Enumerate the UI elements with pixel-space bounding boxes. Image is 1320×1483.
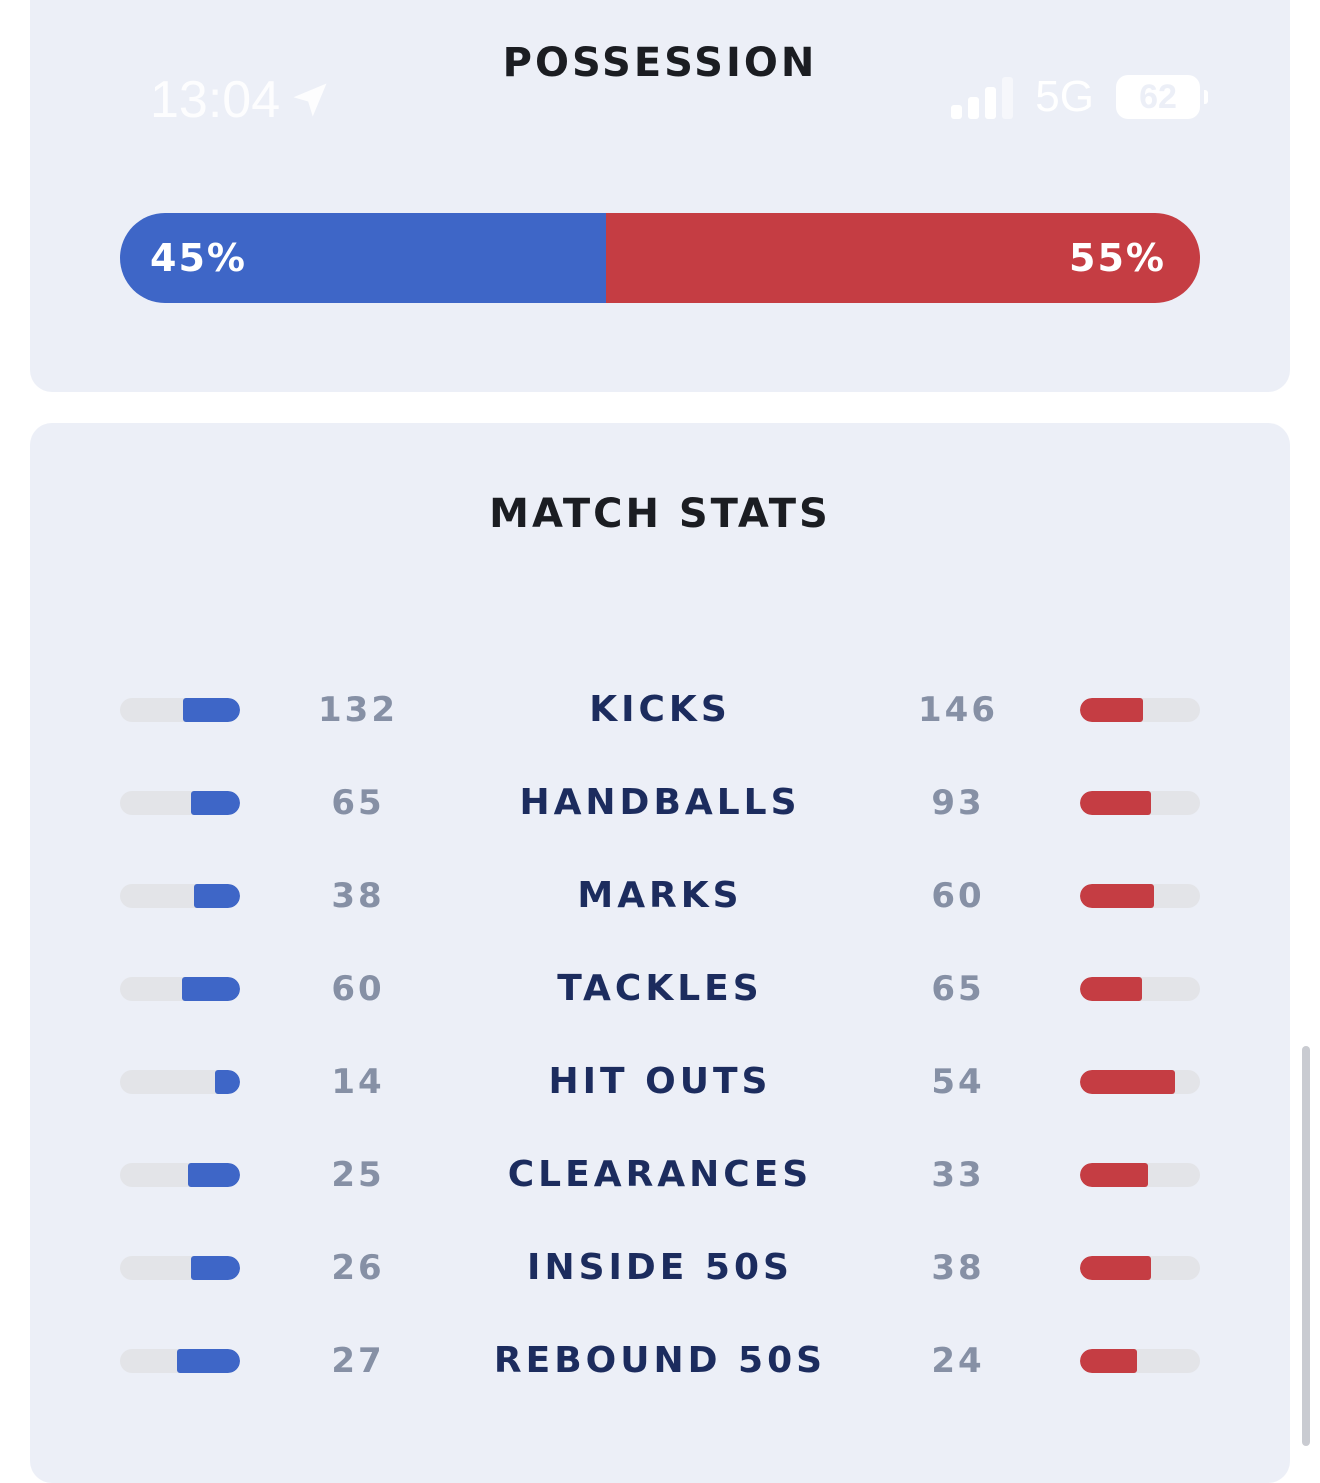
scrollbar[interactable] [1302, 1046, 1310, 1446]
stat-home-bar [120, 977, 240, 1001]
cellular-signal-icon [951, 75, 1014, 119]
stat-home-value: 38 [331, 876, 385, 916]
stat-away-bar [1080, 977, 1200, 1001]
stat-home-bar-fill [191, 1256, 240, 1280]
stat-away-bar [1080, 1256, 1200, 1280]
stat-home-bar-fill [190, 791, 240, 815]
stat-label: CLEARANCES [507, 1154, 813, 1195]
stat-row: 60 TACKLES 65 [30, 959, 1290, 1019]
stat-home-value: 14 [331, 1062, 385, 1102]
stat-away-value: 24 [931, 1341, 985, 1381]
stat-away-bar-fill [1080, 884, 1154, 908]
stat-home-bar [120, 791, 240, 815]
stat-home-bar [120, 1349, 240, 1373]
stat-label: INSIDE 50S [527, 1247, 793, 1288]
stat-home-bar-fill [215, 1070, 240, 1094]
possession-title: POSSESSION [502, 40, 818, 86]
stat-away-bar [1080, 1070, 1200, 1094]
stat-label: HIT OUTS [548, 1061, 772, 1102]
stat-away-bar-fill [1080, 698, 1143, 722]
stat-away-value: 65 [931, 969, 985, 1009]
possession-away-fill [606, 213, 1200, 303]
stat-away-bar-fill [1080, 977, 1143, 1001]
status-bar-time: 13:04 [150, 70, 332, 130]
stat-away-bar-fill [1080, 791, 1151, 815]
status-bar-right: 5G 62 [951, 72, 1208, 122]
stat-home-bar-fill [188, 1163, 240, 1187]
stat-row: 14 HIT OUTS 54 [30, 1052, 1290, 1112]
stat-home-bar-fill [182, 977, 240, 1001]
stat-label: KICKS [589, 689, 731, 730]
match-stats-title: MATCH STATS [489, 491, 831, 537]
stat-home-bar [120, 698, 240, 722]
stat-home-bar-fill [193, 884, 240, 908]
stat-away-bar [1080, 884, 1200, 908]
stat-home-bar [120, 1163, 240, 1187]
stat-home-bar-fill [176, 1349, 240, 1373]
stat-away-bar-fill [1080, 1256, 1152, 1280]
possession-card: POSSESSION 45% 55% [30, 0, 1290, 392]
stat-row: 65 HANDBALLS 93 [30, 773, 1290, 833]
stat-away-value: 38 [931, 1248, 985, 1288]
stat-home-value: 65 [331, 783, 385, 823]
possession-bar: 45% 55% [120, 213, 1200, 303]
stat-away-bar [1080, 1163, 1200, 1187]
stat-home-value: 25 [331, 1155, 385, 1195]
stat-home-bar [120, 1070, 240, 1094]
possession-home-label: 45% [150, 236, 247, 280]
stat-home-value: 132 [318, 690, 398, 730]
stat-label: HANDBALLS [519, 782, 801, 823]
stat-row: 25 CLEARANCES 33 [30, 1145, 1290, 1205]
possession-away-label: 55% [1069, 236, 1166, 280]
stat-away-value: 60 [931, 876, 985, 916]
possession-home-fill [120, 213, 606, 303]
stat-away-value: 93 [931, 783, 985, 823]
stat-label: REBOUND 50S [493, 1340, 827, 1381]
stat-away-value: 54 [931, 1062, 985, 1102]
network-type: 5G [1035, 72, 1094, 121]
stat-away-bar-fill [1080, 1070, 1176, 1094]
battery-level: 62 [1139, 77, 1177, 116]
stat-away-value: 33 [931, 1155, 985, 1195]
stat-away-bar [1080, 791, 1200, 815]
stat-label: MARKS [577, 875, 743, 916]
stat-away-bar [1080, 1349, 1200, 1373]
stat-row: 38 MARKS 60 [30, 866, 1290, 926]
stat-row: 26 INSIDE 50S 38 [30, 1238, 1290, 1298]
stat-home-bar [120, 1256, 240, 1280]
stat-home-value: 27 [331, 1341, 385, 1381]
battery-icon: 62 [1116, 75, 1208, 119]
stat-away-bar [1080, 698, 1200, 722]
stat-label: TACKLES [557, 968, 763, 1009]
stat-away-bar-fill [1080, 1349, 1137, 1373]
stat-home-value: 26 [331, 1248, 385, 1288]
location-arrow-icon [293, 83, 327, 117]
status-time-text: 13:04 [150, 71, 281, 129]
stat-away-bar-fill [1080, 1163, 1149, 1187]
stat-row: 132 KICKS 146 [30, 680, 1290, 740]
stat-row: 27 REBOUND 50S 24 [30, 1331, 1290, 1391]
stat-home-value: 60 [331, 969, 385, 1009]
stat-home-bar-fill [183, 698, 240, 722]
match-stats-card: MATCH STATS 132 KICKS 146 65 HANDBALLS 93 38 MA… [30, 423, 1290, 1483]
stat-away-value: 146 [918, 690, 998, 730]
stat-home-bar [120, 884, 240, 908]
